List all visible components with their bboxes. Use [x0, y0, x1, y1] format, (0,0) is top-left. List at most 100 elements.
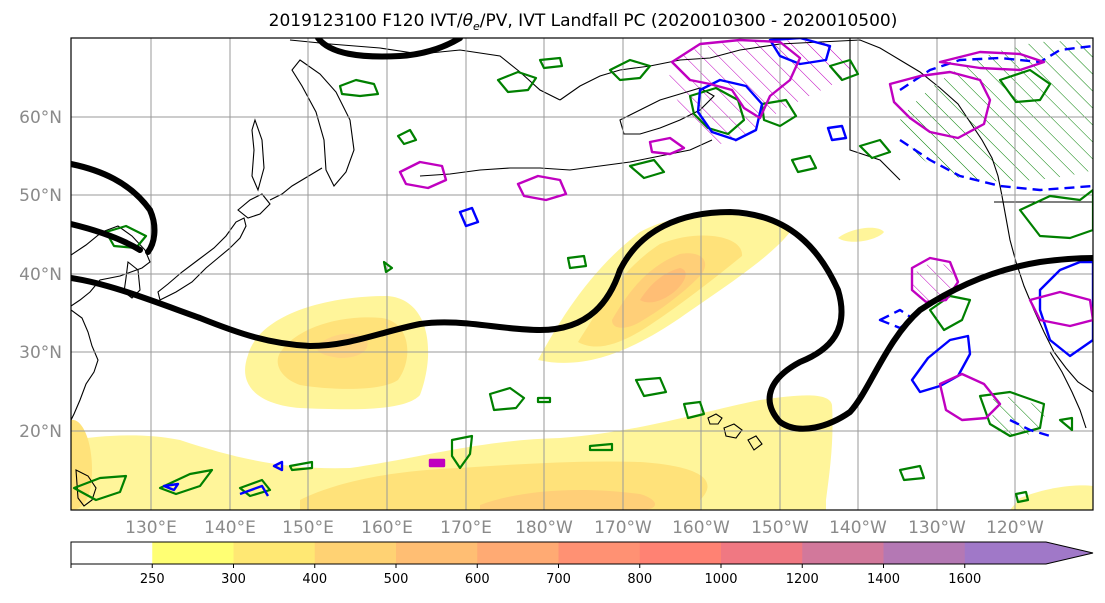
colorbar-segment	[639, 542, 722, 564]
green-contour	[488, 386, 526, 412]
colorbar-tick-label: 600	[465, 572, 490, 587]
coastline-korea	[123, 260, 141, 299]
magenta-contours	[398, 38, 1093, 468]
green-contour	[628, 158, 666, 180]
colorbar-segment	[558, 542, 641, 564]
green-contour	[450, 434, 474, 470]
colorbar-tick-label: 1400	[867, 572, 900, 587]
colorbar-tick-label: 700	[546, 572, 571, 587]
blue-contour	[162, 482, 180, 492]
lat-label-50n: 50°N	[19, 186, 62, 206]
coastline-hawaii	[707, 413, 763, 451]
colorbar-tick-label: 250	[140, 572, 165, 587]
magenta-contour	[428, 458, 446, 468]
green-contour	[238, 478, 272, 498]
green-contour	[338, 78, 380, 98]
colorbar-extend-arrow	[1046, 542, 1093, 564]
border-alaska-canada	[849, 38, 901, 181]
lon-label-130w: 130°W	[908, 518, 966, 538]
coastline-sakhalin	[251, 118, 265, 192]
magenta-contour	[648, 136, 686, 156]
green-contour	[978, 390, 1046, 438]
colorbar-segment	[233, 542, 316, 564]
colorbar-segment	[314, 542, 397, 564]
graticule	[71, 38, 1093, 510]
blue-contour	[899, 44, 1093, 91]
blue-contour	[826, 124, 848, 142]
green-contour	[158, 468, 214, 496]
blue-contour	[239, 484, 270, 497]
green-contour	[790, 154, 818, 174]
colorbar-segment	[477, 542, 559, 564]
colorbar-tick-label: 400	[302, 572, 327, 587]
jet-contour-main	[71, 209, 1093, 432]
colorbar-tick-label: 800	[627, 572, 652, 587]
magenta-contour	[1028, 290, 1093, 328]
ivt-region-southeast-corner	[1010, 485, 1093, 510]
green-contour	[382, 260, 394, 274]
magenta-contour	[938, 50, 1046, 72]
green-contour	[998, 68, 1052, 104]
lat-label-40n: 40°N	[19, 265, 62, 285]
coastline-baja	[1049, 351, 1087, 429]
lon-label-140e: 140°E	[204, 518, 256, 538]
colorbar-segment	[71, 542, 153, 564]
map-panel	[70, 37, 1094, 511]
green-contour	[1058, 416, 1074, 432]
coastline-china-east	[71, 309, 99, 421]
coastline-philippines	[75, 469, 97, 507]
green-contour	[760, 98, 798, 128]
lon-label-140w: 140°W	[829, 518, 887, 538]
magenta-contour	[398, 160, 448, 190]
colorbar-tick-label: 500	[384, 572, 409, 587]
lon-label-170w: 170°W	[594, 518, 652, 538]
green-contour	[72, 474, 128, 502]
green-contours	[72, 56, 1093, 504]
blue-contour	[910, 334, 972, 394]
ivt-region-south-band-peak	[480, 489, 655, 510]
lon-label-130e: 130°E	[125, 518, 177, 538]
hatch-region-bc	[900, 40, 1093, 182]
lon-label-170e: 170°E	[440, 518, 492, 538]
green-contour	[588, 442, 614, 452]
jet-contour-west	[71, 221, 143, 253]
magenta-contour	[516, 174, 568, 202]
longitude-labels: 130°E 140°E 150°E 160°E 170°E 180°W 170°…	[125, 518, 1044, 538]
hatch-region-southeast	[990, 396, 1046, 436]
hatch-region-alaska	[669, 40, 852, 144]
jet-contours	[71, 38, 1093, 432]
green-contour	[688, 86, 746, 136]
blue-contour	[696, 78, 764, 142]
lon-label-160w: 160°W	[672, 518, 730, 538]
blue-contours	[162, 38, 1093, 497]
green-contour	[1014, 490, 1030, 504]
map-frame	[70, 37, 1094, 511]
map-title: 2019123100 F120 IVT/θe/PV, IVT Landfall …	[269, 11, 898, 33]
lat-label-30n: 30°N	[19, 343, 62, 363]
green-contour	[288, 460, 314, 472]
blue-contour	[272, 460, 284, 472]
coastline-kamchatka	[291, 59, 355, 187]
green-contour	[682, 400, 706, 420]
jet-contour-north	[315, 38, 463, 60]
lon-label-150e: 150°E	[282, 518, 334, 538]
colorbar-tick-label: 300	[221, 572, 246, 587]
lat-label-60n: 60°N	[19, 108, 62, 128]
colorbar-tick-label: 1200	[786, 572, 819, 587]
blue-contour	[1009, 418, 1051, 438]
ivt-region-central-river-max	[640, 268, 686, 303]
lat-label-20n: 20°N	[19, 422, 62, 442]
lon-label-150w: 150°W	[751, 518, 809, 538]
coastline-japan-hokkaido	[237, 193, 271, 219]
lon-label-160e: 160°E	[361, 518, 413, 538]
colorbar-segment	[964, 542, 1047, 564]
lon-label-120w: 120°W	[986, 518, 1044, 538]
green-contour	[858, 138, 892, 160]
colorbar: 250 300 400 500 600 700 800 1000 1200 1400 1600	[70, 541, 1094, 587]
colorbar-segment	[802, 542, 884, 564]
colorbar-tick-label: 1600	[948, 572, 981, 587]
green-contour	[608, 58, 652, 82]
green-contour	[396, 128, 418, 146]
green-contour	[536, 396, 552, 404]
